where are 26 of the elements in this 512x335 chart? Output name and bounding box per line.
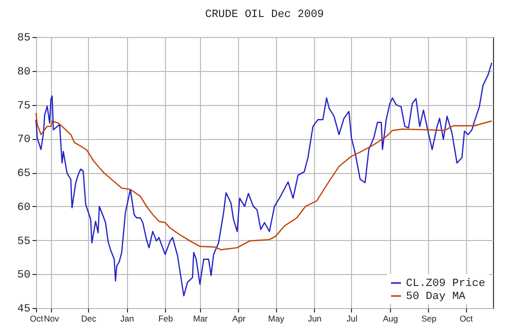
y-tick-label: 55 — [17, 236, 30, 248]
y-tick-label: 60 — [17, 202, 30, 214]
x-tick-label: Aug — [382, 314, 398, 324]
x-tick-label: May — [268, 314, 285, 324]
x-tick-label: Dec — [81, 314, 97, 324]
x-tick-label: Jul — [346, 314, 358, 324]
y-tick-label: 50 — [17, 270, 30, 282]
y-tick-label: 75 — [17, 100, 30, 112]
x-tick-label: Oct — [460, 314, 474, 324]
x-tick-label: Feb — [158, 314, 174, 324]
y-tick-label: 65 — [17, 168, 30, 180]
x-tick-label: Jan — [120, 314, 134, 324]
chart-title: CRUDE OIL Dec 2009 — [205, 9, 324, 21]
legend-label: 50 Day MA — [406, 291, 466, 303]
y-tick-label: 80 — [17, 66, 30, 78]
x-tick-label: Jun — [308, 314, 322, 324]
y-tick-label: 85 — [17, 32, 30, 44]
x-tick-label: Oct — [30, 314, 44, 324]
legend-label: CL.Z09 Price — [406, 278, 486, 290]
x-tick-label: Nov — [44, 314, 60, 324]
y-tick-label: 70 — [17, 134, 30, 146]
y-tick-label: 45 — [17, 304, 30, 316]
x-tick-label: Sep — [421, 314, 437, 324]
x-tick-label: Mar — [193, 314, 208, 324]
x-tick-label: Apr — [232, 314, 246, 324]
line-series — [35, 112, 492, 250]
